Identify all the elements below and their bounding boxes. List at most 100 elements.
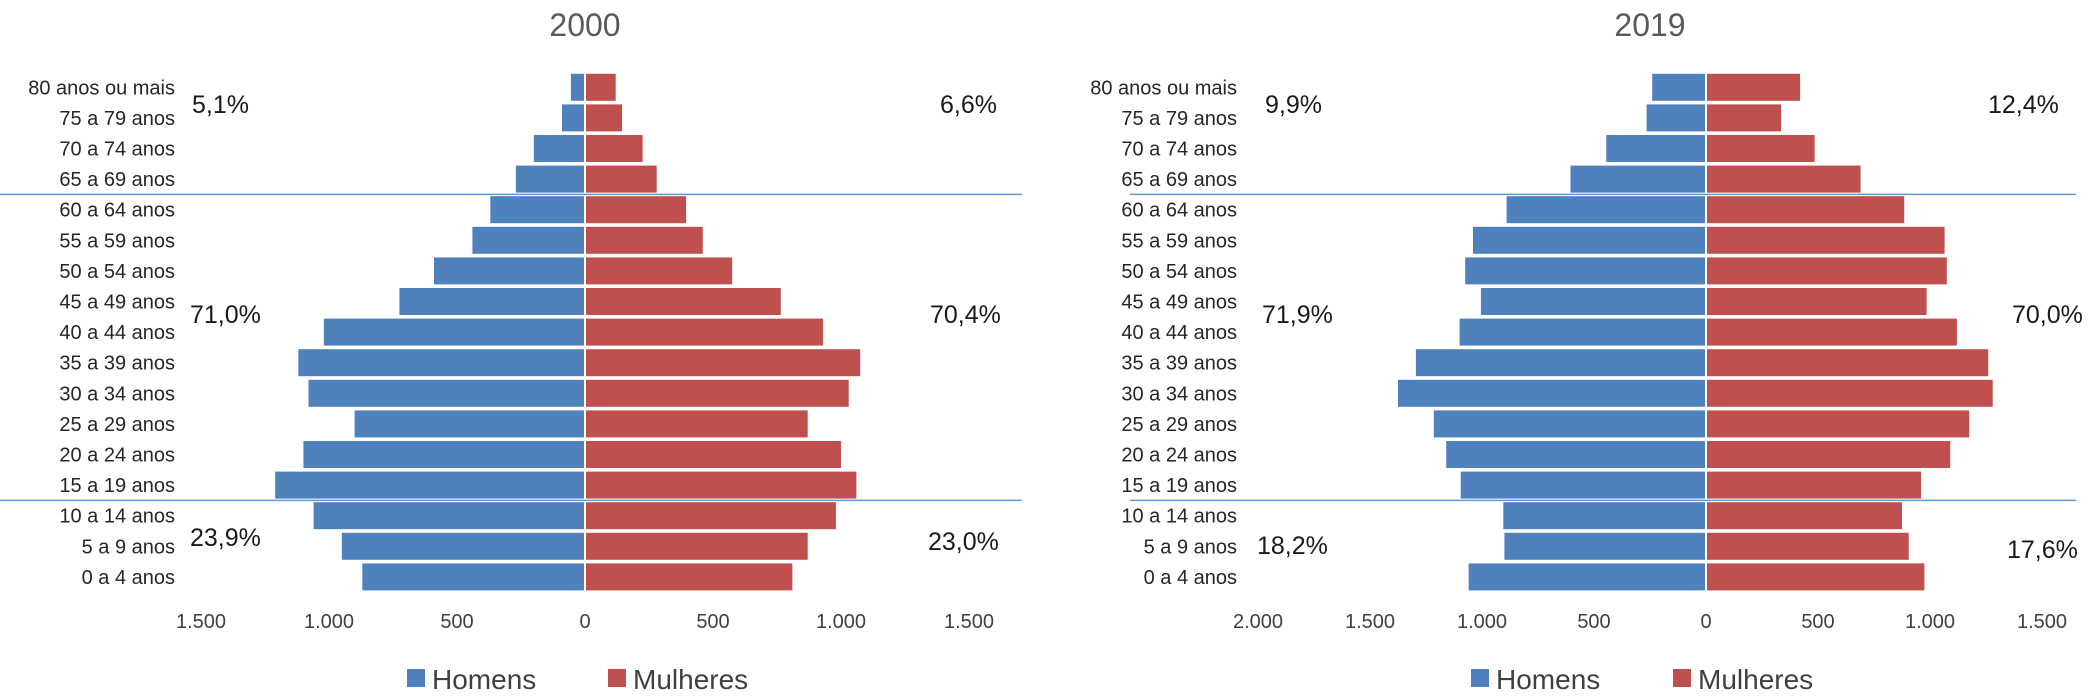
annotation-mid-right: 70,0% xyxy=(2012,301,2083,329)
bar-mulheres xyxy=(585,196,687,224)
bar-mulheres xyxy=(585,288,781,315)
age-label: 20 a 24 anos xyxy=(59,445,175,467)
bar-homens xyxy=(1606,135,1706,162)
annotation-bottom-left: 18,2% xyxy=(1257,532,1328,560)
age-label: 25 a 29 anos xyxy=(59,414,175,436)
bar-homens xyxy=(323,318,585,346)
x-tick-label: 0 xyxy=(579,611,590,633)
bar-homens xyxy=(1506,196,1706,224)
bar-mulheres xyxy=(1706,349,1989,377)
annotation-bottom-right: 23,0% xyxy=(928,528,999,556)
annotation-bottom-right: 17,6% xyxy=(2007,536,2078,564)
bar-homens xyxy=(1446,441,1706,468)
age-label: 55 a 59 anos xyxy=(1121,230,1237,252)
annotation-top-left: 5,1% xyxy=(192,91,249,119)
bar-mulheres xyxy=(1706,135,1815,162)
x-tick-label: 1.500 xyxy=(176,611,226,633)
age-label: 70 a 74 anos xyxy=(1121,139,1237,161)
age-label: 15 a 19 anos xyxy=(59,475,175,497)
age-label: 60 a 64 anos xyxy=(1121,200,1237,222)
bar-mulheres xyxy=(1706,471,1921,499)
annotation-mid-left: 71,0% xyxy=(190,301,261,329)
pyramid-chart-2000: 2000 0 a 4 anos 5 a 9 anos 10 a 14 anos 15 … xyxy=(0,7,1022,695)
bar-homens xyxy=(1570,165,1706,193)
annotation-mid-right: 70,4% xyxy=(930,301,1001,329)
annotation-bottom-left: 23,9% xyxy=(190,524,261,552)
bars-layer xyxy=(275,72,861,593)
bar-homens xyxy=(515,165,585,193)
age-label: 40 a 44 anos xyxy=(1121,322,1237,344)
bar-mulheres xyxy=(1706,257,1947,285)
x-tick-label: 2.000 xyxy=(1233,611,1283,633)
bar-homens xyxy=(1646,104,1706,132)
bar-mulheres xyxy=(1706,379,1993,407)
bar-mulheres xyxy=(1706,288,1927,315)
age-label: 80 anos ou mais xyxy=(28,77,175,99)
bar-homens xyxy=(1465,257,1706,285)
bar-mulheres xyxy=(585,502,836,530)
bar-homens xyxy=(313,502,585,530)
age-label: 30 a 34 anos xyxy=(59,383,175,405)
annotation-mid-left: 71,9% xyxy=(1262,301,1333,329)
age-label: 40 a 44 anos xyxy=(59,322,175,344)
bar-mulheres xyxy=(585,349,861,377)
bar-homens xyxy=(303,441,585,468)
chart-title: 2000 xyxy=(549,7,620,43)
bar-homens xyxy=(399,288,585,315)
x-tick-label: 1.000 xyxy=(816,611,866,633)
group-divider-lines xyxy=(0,193,1022,502)
age-label: 65 a 69 anos xyxy=(59,169,175,191)
bars-layer xyxy=(1398,72,1993,593)
age-label: 5 a 9 anos xyxy=(1144,536,1237,558)
age-label: 5 a 9 anos xyxy=(82,536,175,558)
legend: Homens Mulheres xyxy=(1471,664,1813,695)
bar-mulheres xyxy=(585,410,808,438)
bar-homens xyxy=(308,379,585,407)
legend-label-mulheres: Mulheres xyxy=(633,664,748,695)
bar-homens xyxy=(1460,471,1706,499)
bar-mulheres xyxy=(585,135,643,162)
age-label: 20 a 24 anos xyxy=(1121,445,1237,467)
bar-homens xyxy=(490,196,585,224)
legend-swatch-homens xyxy=(407,669,425,687)
x-tick-label: 1.500 xyxy=(944,611,994,633)
bar-homens xyxy=(1503,502,1706,530)
bar-homens xyxy=(562,104,585,132)
annotation-top-left: 9,9% xyxy=(1265,91,1322,119)
legend: Homens Mulheres xyxy=(407,664,748,695)
age-label: 15 a 19 anos xyxy=(1121,475,1237,497)
bar-mulheres xyxy=(1706,73,1801,101)
bar-homens xyxy=(472,226,585,254)
bar-mulheres xyxy=(585,471,857,499)
age-label: 80 anos ou mais xyxy=(1090,77,1237,99)
bar-mulheres xyxy=(1706,441,1951,468)
age-label: 45 a 49 anos xyxy=(1121,292,1237,314)
age-label: 30 a 34 anos xyxy=(1121,383,1237,405)
x-tick-label: 500 xyxy=(1577,611,1610,633)
x-tick-label: 0 xyxy=(1700,611,1711,633)
group-divider-lines xyxy=(1130,193,2076,502)
legend-label-homens: Homens xyxy=(1496,664,1600,695)
bar-homens xyxy=(434,257,585,285)
bar-mulheres xyxy=(1706,196,1905,224)
age-label: 0 a 4 anos xyxy=(82,567,175,589)
bar-mulheres xyxy=(585,441,841,468)
age-label: 35 a 39 anos xyxy=(59,353,175,375)
age-label: 75 a 79 anos xyxy=(59,108,175,130)
bar-homens xyxy=(1504,532,1706,560)
bar-mulheres xyxy=(1706,532,1909,560)
annotation-top-right: 6,6% xyxy=(940,91,997,119)
age-label: 0 a 4 anos xyxy=(1144,567,1237,589)
bar-mulheres xyxy=(585,318,824,346)
bar-mulheres xyxy=(1706,410,1970,438)
bar-homens xyxy=(275,471,585,499)
x-tick-label: 500 xyxy=(1801,611,1834,633)
x-tick-label: 1.500 xyxy=(2017,611,2067,633)
age-label: 35 a 39 anos xyxy=(1121,353,1237,375)
age-label: 10 a 14 anos xyxy=(1121,506,1237,528)
age-label: 50 a 54 anos xyxy=(1121,261,1237,283)
age-label: 70 a 74 anos xyxy=(59,139,175,161)
age-label: 10 a 14 anos xyxy=(59,506,175,528)
bar-mulheres xyxy=(585,165,657,193)
